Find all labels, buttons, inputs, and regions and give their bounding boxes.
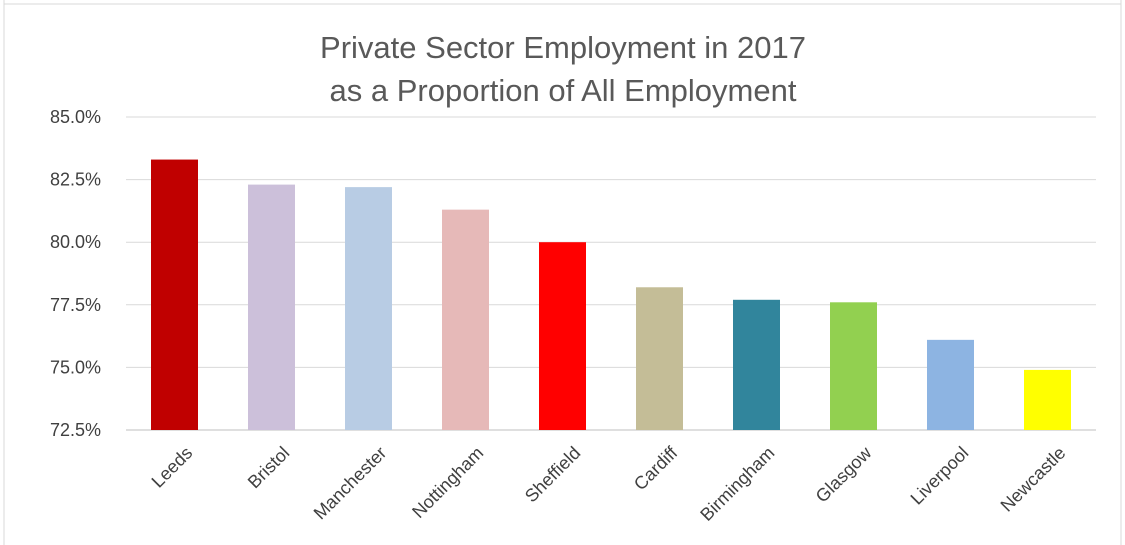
bar-newcastle bbox=[1024, 369, 1071, 430]
y-tick-label: 85.0% bbox=[50, 107, 101, 127]
x-tick-label: Bristol bbox=[244, 443, 294, 493]
bar-liverpool bbox=[927, 339, 974, 430]
y-axis-ticks: 72.5% 75.0% 77.5% 80.0% 82.5% 85.0% bbox=[50, 107, 101, 440]
bar-cardiff bbox=[636, 287, 683, 430]
x-tick-label: Birmingham bbox=[696, 443, 778, 525]
x-tick-label: Cardiff bbox=[630, 442, 682, 494]
x-tick-label: Glasgow bbox=[812, 442, 876, 506]
x-tick-label: Newcastle bbox=[997, 443, 1070, 516]
x-tick-label: Sheffield bbox=[521, 443, 584, 506]
y-tick-label: 72.5% bbox=[50, 420, 101, 440]
x-axis-ticks: Leeds Bristol Manchester Nottingham Sheffiel… bbox=[148, 442, 1070, 525]
bar-nottingham bbox=[442, 209, 489, 430]
x-tick-label: Manchester bbox=[310, 443, 391, 524]
bar-sheffield bbox=[539, 242, 586, 430]
x-tick-label: Liverpool bbox=[907, 443, 973, 509]
y-tick-label: 75.0% bbox=[50, 357, 101, 377]
x-tick-label: Nottingham bbox=[408, 443, 487, 522]
bars bbox=[151, 159, 1071, 430]
bar-leeds bbox=[151, 159, 198, 430]
bar-birmingham bbox=[733, 299, 780, 430]
chart-title-line-2: as a Proportion of All Employment bbox=[330, 73, 797, 108]
bar-glasgow bbox=[830, 302, 877, 430]
y-tick-label: 77.5% bbox=[50, 295, 101, 315]
bar-bristol bbox=[248, 184, 295, 430]
x-tick-label: Leeds bbox=[148, 443, 197, 492]
y-tick-label: 82.5% bbox=[50, 170, 101, 190]
chart-title-line-1: Private Sector Employment in 2017 bbox=[320, 30, 806, 65]
bar-manchester bbox=[345, 187, 392, 430]
y-tick-label: 80.0% bbox=[50, 232, 101, 252]
